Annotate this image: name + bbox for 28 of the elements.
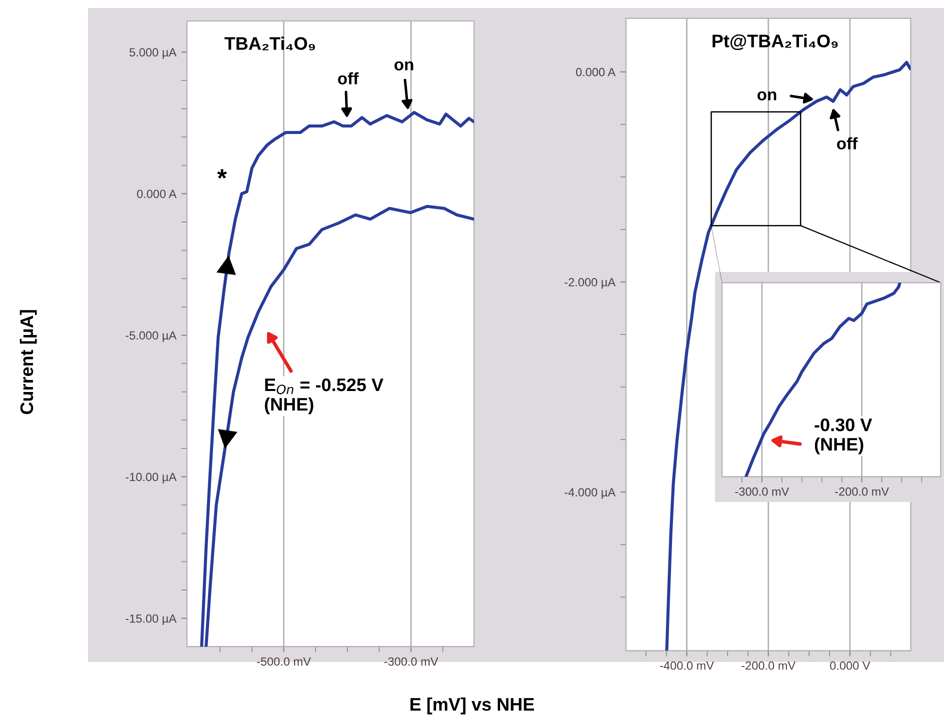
x-axis-title: E [mV] vs NHE [410,697,534,714]
y-axis-title: Current [µA] [20,310,37,414]
text: TBA₂Ti₄O₉ [224,36,315,50]
x-tick-label: -300.0 mV [384,657,438,666]
y-tick-label: -15.00 µA [126,614,177,626]
y-tick-label: 5.000 µA [130,48,177,59]
annotation: on [757,91,776,100]
line-series [665,60,911,651]
y-tick-label: 0.000 A [137,190,177,198]
annotation: off [837,137,858,150]
annotation: * [217,169,227,179]
line-series [200,110,474,647]
x-tick-label: -300.0 mV [735,487,790,496]
y-tick-label: -5.000 µA [126,331,177,342]
x-tick-label: -400.0 mV [660,661,714,670]
annotation: -0.30 V (NHE) [814,418,872,454]
y-tick-label: -10.00 µA [126,472,177,484]
y-tick-label: -2.000 µA [564,278,616,289]
annotation: on [394,61,414,70]
text: Pt@TBA₂Ti₄O₉ [712,34,838,50]
annotation: E$_{On}$ = -0.525 V (NHE) [264,378,384,414]
x-tick-label: -200.0 mV [742,661,796,670]
x-tick-label: -200.0 mV [835,487,889,496]
x-tick-label: -500.0 mV [257,657,311,666]
x-tick-label: 0.000 V [830,661,870,670]
y-tick-label: -4.000 µA [564,488,616,499]
annotation: off [338,72,359,84]
y-tick-label: 0.000 A [576,68,616,76]
